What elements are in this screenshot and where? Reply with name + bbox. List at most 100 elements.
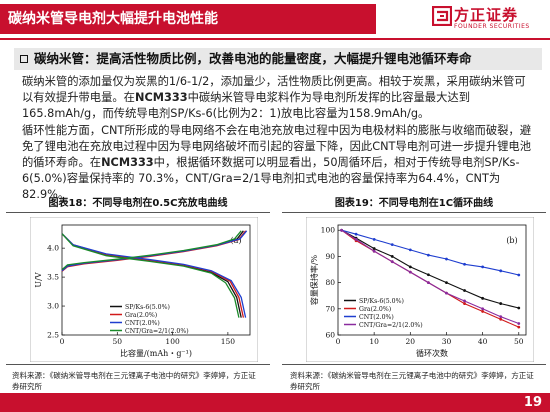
series-point [517,325,521,329]
plot-area [61,224,251,336]
y-tick-label: 80 [325,278,335,287]
brand: 方正证券 FOUNDER SECURITIES [432,4,544,36]
legend-label: Gra(2.0%) [359,306,391,313]
paragraph1-text-b: 中碳纳米管导电浆料作为导电剂所发挥的比容量最大达到165.8mAh/g，而传统导… [22,91,470,120]
figure-18-caption: 图表18：不同导电剂在0.5C充放电曲线 [48,198,228,209]
cycle-retention-chart: 0 10 20 30 40 50 60 70 80 90 100 循环次数 容量保持率/% (b) SP/K… [306,217,534,362]
page-number: 19 [523,395,542,410]
x-tick-label: 20 [406,337,416,346]
legend-label: SP/Ks-6(5.0%) [125,304,170,311]
legend-label: CNT/Gra=2/1(2.0%) [125,328,189,335]
y-axis-label: 容量保持率/% [309,254,319,305]
x-tick-label: 50 [113,337,123,346]
series-line-discharge [61,233,247,318]
figure-18-source: 资料来源：《碳纳米管导电剂在三元锂离子电池中的研究》李婷婷，方正证券研究所 [12,371,256,391]
series-point [390,243,394,247]
series-point [390,260,394,264]
series-point [481,296,485,300]
panel-label: (b) [506,236,517,245]
y-tick-label: 3.0 [47,302,59,311]
paragraph2-text-a: 循环性能方面，CNT所形成的导电网络不会在电池充放电过程中因为电极材料的膨胀与收… [22,124,532,169]
legend-label: SP/Ks-6(5.0%) [359,298,404,305]
series-point [445,291,448,295]
figure-19-caption: 图表19：不同导电剂在1C循环曲线 [334,198,494,209]
y-tick-label: 60 [325,331,335,340]
x-tick-label: 30 [442,337,452,346]
header-divider [0,38,550,40]
series-point [354,232,358,236]
paragraph1-text-a: 碳纳米管的添加量仅为炭黑的1/6-1/2，添加量少，活性物质比例更高。相较于炭黑… [22,75,526,104]
series-point [463,299,466,303]
series-line-charge [61,230,242,271]
legend-label: Gra(2.0%) [125,312,157,319]
y-tick-label: 70 [325,304,335,313]
paragraph-cycle-performance: 循环性能方面，CNT所形成的导电网络不会在电池充放电过程中因为电极材料的膨胀与收… [22,123,536,203]
series-point [481,265,485,269]
series-point [408,270,412,274]
series-point [372,249,376,253]
series-point [499,302,503,305]
series-point [426,281,430,285]
series-point [517,306,521,310]
figure-18: 图表18：不同导电剂在0.5C充放电曲线 0 50 100 150 2.5 3.0 3.5 4… [6,196,270,366]
charge-discharge-chart: 0 50 100 1502.53.03.54.0比容量/(mAh・g⁻¹)U/V(a)… [30,217,258,362]
series-point [481,307,485,311]
y-tick-label: 100 [321,226,336,235]
series-point [390,255,394,258]
series-point [340,228,344,232]
x-tick-label: 40 [478,337,488,346]
checkbox-square-icon [20,54,28,63]
figure-18-caption-rule [6,212,270,213]
legend-label: CNT/Gra=2/1(2.0%) [359,322,423,329]
series-point [408,265,412,269]
brand-english-name: FOUNDER SECURITIES [454,23,530,30]
x-tick-label: 0 [336,337,341,346]
series-point [499,315,503,319]
series-point [463,289,466,292]
legend-label: CNT(2.0%) [359,314,394,321]
series-point [372,238,376,241]
series-point [463,262,466,266]
paragraph2-text-b: 中，根据循环数据可以明显看出，50周循环后，相对于传统导电剂SP/Ks-6(5.… [22,156,520,201]
brand-name: 方正证券 [454,6,519,24]
x-tick-label: 0 [60,337,65,346]
x-axis-label: 比容量/(mAh・g⁻¹) [120,348,192,358]
paragraph1-ncm: NCM333 [134,91,188,104]
series-point [354,238,358,241]
figure-19: 图表19：不同导电剂在1C循环曲线 0 10 20 30 40 50 60 70 80 90 100… [282,196,546,366]
y-tick-label: 4.0 [47,244,59,253]
paragraph-additive-amount: 碳纳米管的添加量仅为炭黑的1/6-1/2，添加量少，活性物质比例更高。相较于炭黑… [22,74,536,122]
y-tick-label: 90 [325,252,335,261]
series-point [372,247,376,250]
legend-label: CNT(2.0%) [125,320,160,327]
section-subtitle: 碳纳米管：提高活性物质比例，改善电池的能量密度，大幅提升锂电池循环寿命 [14,48,542,70]
series-point [517,273,521,277]
series-point [517,322,521,325]
series-line-discharge [61,233,240,318]
series-point [463,302,466,305]
x-axis-label: 循环次数 [416,348,448,358]
figure-19-bottom-rule [282,364,546,365]
founder-logo-icon [432,6,452,26]
figure-19-caption-rule [282,212,546,213]
series-point [426,273,430,277]
figure-19-source: 资料来源：《碳纳米管导电剂在三元锂离子电池中的研究》李婷婷，方正证券研究所 [290,371,534,391]
series-point [445,281,448,285]
series-point [499,269,503,273]
slide-footer: 19 [0,393,550,412]
y-tick-label: 3.5 [47,273,59,282]
series-point [481,310,485,313]
y-tick-label: 2.5 [47,331,59,340]
figure-18-bottom-rule [6,364,270,365]
paragraph2-ncm: NCM333 [101,156,154,169]
x-tick-label: 100 [165,337,180,346]
x-tick-label: 150 [221,337,236,346]
series-point [408,248,412,252]
slide-title: 碳纳米管导电剂大幅提升电池性能 [0,4,376,34]
series-point [426,253,430,257]
subtitle-text: 碳纳米管：提高活性物质比例，改善电池的能量密度，大幅提升锂电池循环寿命 [34,51,472,66]
slide-header: 碳纳米管导电剂大幅提升电池性能 方正证券 FOUNDER SECURITIES [0,0,550,38]
x-tick-label: 10 [369,337,379,346]
series-point [445,257,448,261]
x-tick-label: 50 [514,337,524,346]
